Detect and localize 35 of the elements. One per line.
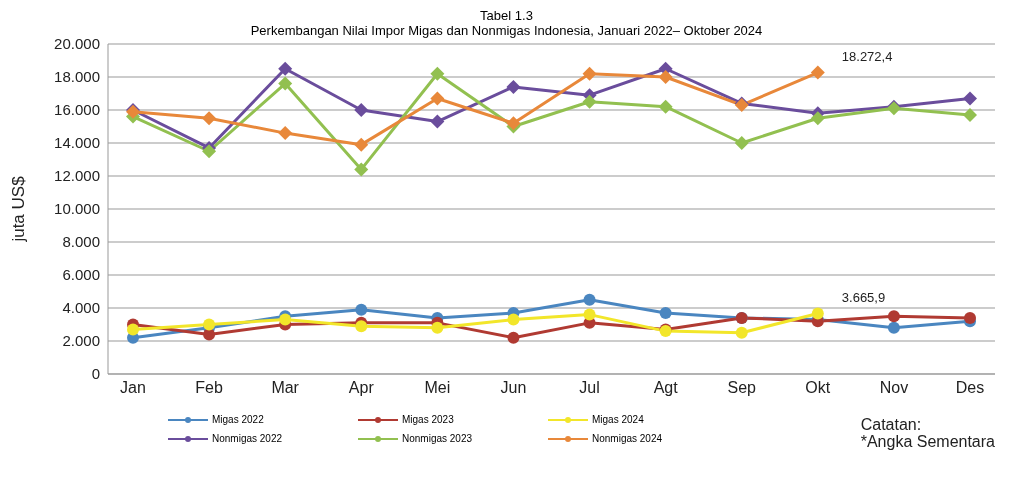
y-tick-label: 10.000 [54, 200, 100, 218]
x-tick-label: Nov [879, 379, 909, 397]
legend-label: Migas 2022 [212, 414, 264, 425]
y-tick-label: 0 [91, 365, 100, 383]
y-tick-label: 8.000 [62, 233, 100, 251]
x-tick-label: Agt [653, 379, 679, 397]
y-tick-label: 20.000 [54, 35, 100, 53]
x-tick-label: Sep [727, 379, 757, 397]
y-tick-label: 18.000 [54, 68, 100, 86]
y-tick-label: 6.000 [62, 266, 100, 284]
y-axis-title: juta US$ [9, 175, 29, 243]
legend-label: Migas 2023 [402, 414, 454, 425]
x-tick-label: Apr [348, 379, 375, 397]
y-tick-label: 14.000 [54, 134, 100, 152]
legend-label: Migas 2024 [592, 414, 644, 425]
x-tick-label: Jan [120, 379, 146, 397]
x-tick-label: Okt [805, 379, 831, 397]
text: Catatan: *Angka Sementara [860, 416, 995, 450]
x-tick-label: Jun [500, 379, 527, 397]
y-tick-label: 12.000 [54, 167, 100, 185]
legend-label: Nonmigas 2023 [402, 433, 473, 444]
y-tick-label: 16.000 [54, 101, 100, 119]
legend-label: Nonmigas 2022 [212, 433, 283, 444]
y-tick-label: 2.000 [62, 332, 100, 350]
x-tick-label: Mei [424, 379, 451, 397]
legend-label: Nonmigas 2024 [592, 433, 663, 444]
y-tick-label: 4.000 [62, 299, 100, 317]
chart-title: Tabel 1.3 [479, 8, 534, 23]
annotation: 3.665,9 [841, 289, 886, 305]
x-tick-label: Des [955, 379, 985, 397]
x-tick-label: Jul [579, 379, 600, 397]
annotation: 18.272,4 [841, 48, 893, 64]
x-tick-label: Mar [271, 379, 300, 397]
chart-subtitle: Perkembangan Nilai Impor Migas dan Nonmigas Indonesia, Januari 2022– Oktober 2024 [250, 23, 763, 38]
x-tick-label: Feb [195, 379, 223, 397]
